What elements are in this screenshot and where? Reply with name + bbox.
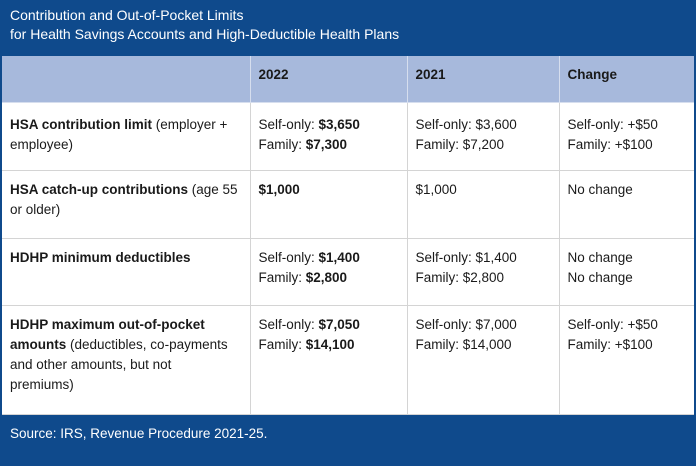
value-2021: Self-only: $3,600 — [415, 116, 517, 132]
value-prefix: Self-only: — [258, 116, 319, 132]
row-label-bold: HDHP maximum out-of-pocket — [10, 316, 205, 332]
value-2022: $14,100 — [305, 336, 355, 352]
value-change: Family: +$100 — [567, 336, 653, 352]
value-prefix: Family: — [258, 136, 306, 152]
value-prefix: Self-only: — [258, 316, 319, 332]
cell-change: Self-only: +$50 Family: +$100 — [559, 102, 694, 171]
cell-change: Self-only: +$50 Family: +$100 — [559, 305, 694, 415]
value-2022: $1,400 — [318, 249, 360, 265]
cell-2021: $1,000 — [407, 170, 560, 239]
value-change: No change — [567, 181, 633, 197]
header-cell-change: Change — [559, 56, 694, 103]
cell-change: No change — [559, 170, 694, 239]
cell-2022: Self-only: $7,050 Family: $14,100 — [250, 305, 408, 415]
row-label-bold: HSA contribution limit — [10, 116, 152, 132]
row-label: HDHP maximum out-of-pocket amounts (dedu… — [2, 305, 251, 415]
value-change: No change — [567, 249, 633, 265]
value-2021: Family: $14,000 — [415, 336, 512, 352]
cell-2021: Self-only: $3,600 Family: $7,200 — [407, 102, 560, 171]
value-2022: $7,050 — [318, 316, 360, 332]
row-label-rest: (deductibles, co-payments — [66, 336, 228, 352]
value-2021: Family: $2,800 — [415, 269, 505, 285]
cell-2022: $1,000 — [250, 170, 408, 239]
row-label-rest: (age 55 — [188, 181, 238, 197]
title-line-2: for Health Savings Accounts and High-Ded… — [10, 26, 400, 42]
cell-change: No change No change — [559, 238, 694, 306]
row-label-rest: (employer + — [152, 116, 228, 132]
value-change: Family: +$100 — [567, 136, 653, 152]
row-label: HSA contribution limit (employer + emplo… — [2, 102, 251, 171]
cell-2022: Self-only: $1,400 Family: $2,800 — [250, 238, 408, 306]
row-label-rest: or older) — [10, 201, 61, 217]
value-change: Self-only: +$50 — [567, 316, 658, 332]
table-row: HDHP maximum out-of-pocket amounts (dedu… — [2, 305, 694, 415]
table-row: HSA contribution limit (employer + emplo… — [2, 102, 694, 171]
row-label: HSA catch-up contributions (age 55 or ol… — [2, 170, 251, 239]
header-cell-2021: 2021 — [407, 56, 560, 103]
row-label: HDHP minimum deductibles — [2, 238, 251, 306]
table-row: HDHP minimum deductibles Self-only: $1,4… — [2, 238, 694, 306]
value-2022: $2,800 — [305, 269, 348, 285]
source-note: Source: IRS, Revenue Procedure 2021-25. — [2, 414, 694, 457]
value-prefix: Family: — [258, 269, 306, 285]
row-label-rest: and other amounts, but not — [10, 356, 172, 372]
title-band: Contribution and Out-of-Pocket Limits fo… — [2, 2, 694, 56]
header-cell-label — [2, 56, 251, 103]
limits-table: 2022 2021 Change HSA contribution limit … — [2, 56, 694, 415]
value-change: No change — [567, 269, 633, 285]
cell-2021: Self-only: $7,000 Family: $14,000 — [407, 305, 560, 415]
row-label-bold: HSA catch-up contributions — [10, 181, 188, 197]
value-prefix: Family: — [258, 336, 306, 352]
value-prefix: Self-only: — [258, 249, 319, 265]
table-row: HSA catch-up contributions (age 55 or ol… — [2, 170, 694, 239]
row-label-bold: amounts — [10, 336, 67, 352]
value-2021: Self-only: $1,400 — [415, 249, 517, 265]
value-2021: Family: $7,200 — [415, 136, 505, 152]
cell-2021: Self-only: $1,400 Family: $2,800 — [407, 238, 560, 306]
title-line-1: Contribution and Out-of-Pocket Limits — [10, 7, 244, 23]
value-2022: $1,000 — [258, 181, 300, 197]
value-2022: $7,300 — [305, 136, 348, 152]
row-label-rest: premiums) — [10, 376, 74, 392]
cell-2022: Self-only: $3,650 Family: $7,300 — [250, 102, 408, 171]
header-cell-2022: 2022 — [250, 56, 408, 103]
row-label-bold: HDHP minimum deductibles — [10, 249, 191, 265]
value-2021: $1,000 — [415, 181, 457, 197]
value-change: Self-only: +$50 — [567, 116, 658, 132]
header-row: 2022 2021 Change — [2, 56, 694, 103]
value-2022: $3,650 — [318, 116, 360, 132]
row-label-rest: employee) — [10, 136, 74, 152]
value-2021: Self-only: $7,000 — [415, 316, 517, 332]
